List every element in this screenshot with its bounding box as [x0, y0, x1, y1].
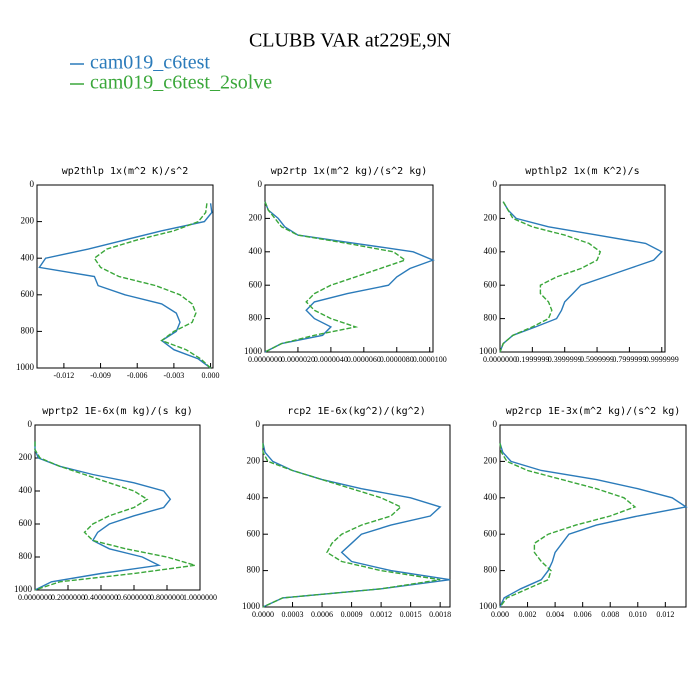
- y-tick-label: 0: [493, 419, 498, 429]
- x-tick-label: 0.0000040: [314, 355, 348, 364]
- x-tick-label: 0.010: [629, 610, 647, 619]
- x-tick-label: 0.8000000: [150, 593, 184, 602]
- legend-label: cam019_c6test_2solve: [90, 72, 272, 94]
- profile-line: [499, 201, 663, 353]
- y-tick-label: 400: [249, 246, 263, 256]
- x-tick-label: 0.0000000: [248, 355, 282, 364]
- y-tick-label: 600: [21, 289, 35, 299]
- panel-title: wpthlp2 1x(m K^2)/s: [525, 166, 639, 177]
- x-tick-label: 0.0012: [370, 610, 392, 619]
- y-tick-label: 800: [484, 565, 498, 575]
- x-tick-label: 0.0000000: [18, 593, 52, 602]
- x-tick-label: 0.0015: [400, 610, 422, 619]
- x-tick-label: 1.0000000: [183, 593, 217, 602]
- profile-line: [499, 443, 637, 608]
- y-tick-label: 600: [247, 528, 261, 538]
- y-tick-label: 200: [484, 455, 498, 465]
- y-tick-label: 200: [247, 455, 261, 465]
- y-tick-label: 0: [28, 419, 33, 429]
- x-tick-label: 0.7999999: [612, 355, 646, 364]
- x-tick-label: 0.004: [546, 610, 564, 619]
- x-tick-label: 0.008: [601, 610, 619, 619]
- y-tick-label: 400: [484, 246, 498, 256]
- profile-line: [34, 441, 196, 591]
- x-tick-label: 0.0003: [282, 610, 304, 619]
- x-tick-label: -0.009: [90, 371, 111, 380]
- y-tick-label: 800: [19, 551, 33, 561]
- x-tick-label: 0.4000000: [84, 593, 118, 602]
- x-tick-label: 0.0018: [429, 610, 451, 619]
- plot-frame: [499, 424, 687, 608]
- legend-label: cam019_c6test: [90, 52, 210, 74]
- x-tick-label: 0.000: [202, 371, 220, 380]
- plot-frame: [34, 424, 201, 591]
- y-tick-label: 0: [30, 179, 35, 189]
- y-tick-label: 200: [484, 212, 498, 222]
- x-tick-label: 0.0006: [311, 610, 333, 619]
- plot-frame: [499, 184, 666, 353]
- plot-frame: [264, 184, 434, 353]
- y-tick-label: 1000: [244, 346, 263, 356]
- profile-line: [499, 442, 688, 608]
- x-tick-label: 0.0000020: [281, 355, 315, 364]
- profile-line: [499, 201, 602, 353]
- y-tick-label: 400: [19, 485, 33, 495]
- profile-line: [264, 201, 435, 353]
- x-tick-label: 0.0000: [252, 610, 274, 619]
- y-tick-label: 0: [256, 419, 261, 429]
- x-tick-label: 0.0000100: [413, 355, 447, 364]
- plot-frame: [36, 184, 214, 369]
- y-tick-label: 0: [258, 179, 263, 189]
- x-tick-label: 0.6000000: [117, 593, 151, 602]
- y-tick-label: 1000: [242, 601, 261, 611]
- x-tick-label: 0.012: [656, 610, 674, 619]
- x-tick-label: 0.3999999: [548, 355, 582, 364]
- x-tick-label: 0.0009: [341, 610, 363, 619]
- y-tick-label: 600: [249, 279, 263, 289]
- panel-title: wp2thlp 1x(m^2 K)/s^2: [62, 166, 188, 177]
- y-tick-label: 800: [484, 313, 498, 323]
- x-tick-label: 0.0000060: [347, 355, 381, 364]
- panel-title: wp2rcp 1E-3x(m^2 kg)/(s^2 kg): [506, 406, 681, 417]
- y-tick-label: 200: [19, 452, 33, 462]
- y-tick-label: 400: [21, 252, 35, 262]
- profile-line: [264, 201, 407, 353]
- y-tick-label: 200: [249, 212, 263, 222]
- panel-title: wprtp2 1E-6x(m kg)/(s kg): [42, 406, 193, 417]
- panel-title: wp2rtp 1x(m^2 kg)/(s^2 kg): [271, 166, 428, 177]
- y-tick-label: 600: [484, 279, 498, 289]
- y-tick-label: 600: [19, 518, 33, 528]
- y-tick-label: 0: [493, 179, 498, 189]
- panel-title: rcp2 1E-6x(kg^2)/(kg^2): [287, 406, 425, 417]
- x-tick-label: -0.012: [54, 371, 75, 380]
- x-tick-label: 0.0000000: [483, 355, 517, 364]
- y-tick-label: 1000: [479, 601, 498, 611]
- y-tick-label: 800: [21, 325, 35, 335]
- x-tick-label: 0.002: [519, 610, 537, 619]
- figure-title: CLUBB VAR at229E,9N: [249, 30, 451, 52]
- y-tick-label: 800: [247, 565, 261, 575]
- y-tick-label: 400: [484, 492, 498, 502]
- y-tick-label: 1000: [16, 362, 35, 372]
- x-tick-label: -0.006: [127, 371, 148, 380]
- y-tick-label: 600: [484, 528, 498, 538]
- plot-frame: [262, 424, 451, 608]
- x-tick-label: 0.2000000: [51, 593, 85, 602]
- y-tick-label: 200: [21, 216, 35, 226]
- profile-line: [262, 443, 441, 608]
- x-tick-label: -0.003: [164, 371, 185, 380]
- y-tick-label: 1000: [14, 584, 33, 594]
- profile-line: [93, 203, 212, 369]
- x-tick-label: 0.5999999: [580, 355, 614, 364]
- x-tick-label: 0.000: [491, 610, 509, 619]
- y-tick-label: 800: [249, 313, 263, 323]
- y-tick-label: 1000: [479, 346, 498, 356]
- x-tick-label: 0.006: [574, 610, 592, 619]
- y-tick-label: 400: [247, 492, 261, 502]
- x-tick-label: 0.1999999: [515, 355, 549, 364]
- x-tick-label: 0.0000080: [380, 355, 414, 364]
- x-tick-label: 0.9999999: [645, 355, 679, 364]
